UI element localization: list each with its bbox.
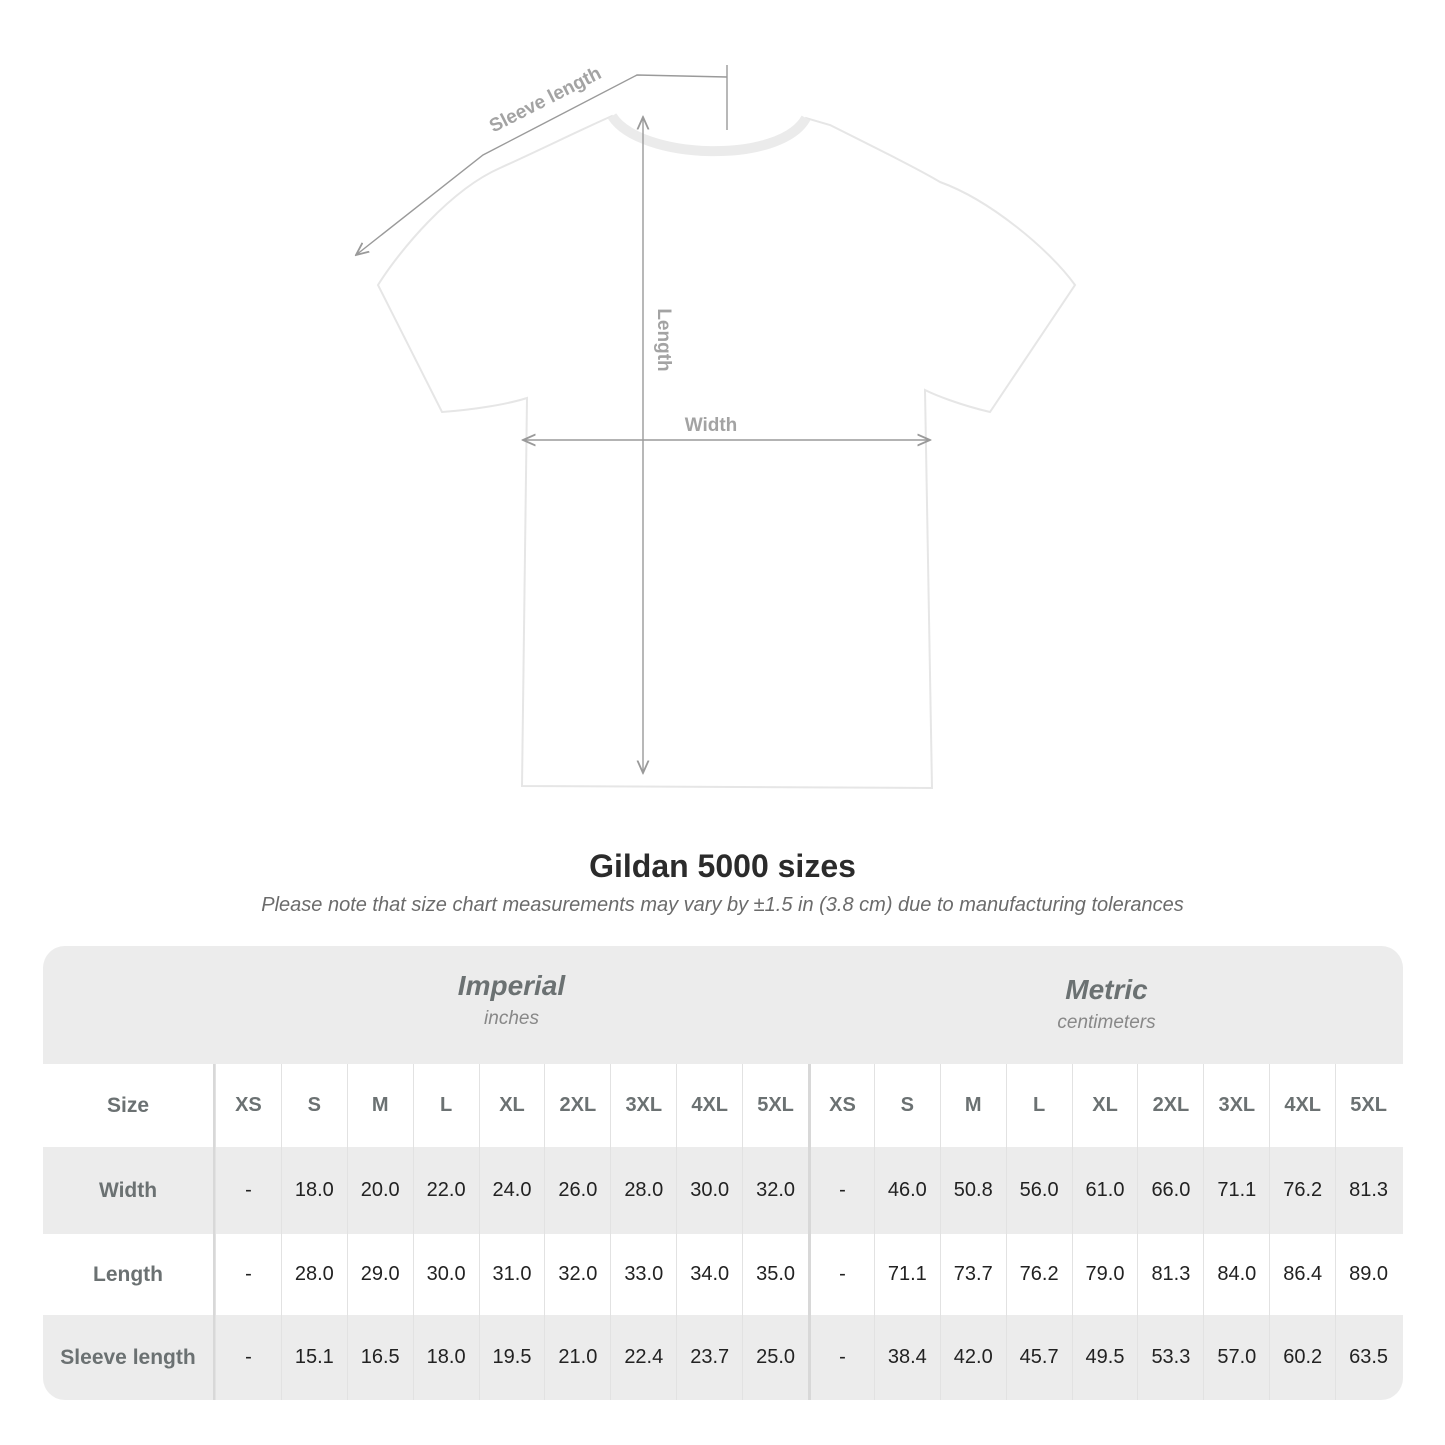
imperial-size-L: L [412,1064,479,1147]
tolerance-note: Please note that size chart measurements… [261,894,1184,916]
imperial-size-S: S [280,1064,347,1147]
imperial-size-XS: XS [215,1064,281,1147]
metric-value-cell: 73.7 [939,1234,1006,1315]
imperial-value-cell: 24.0 [478,1147,545,1234]
imperial-value-cell: 35.0 [742,1234,808,1315]
size-header-label: Size [43,1064,215,1147]
table-header-row: Size XS S M L XL 2XL 3XL 4XL 5XL XS S M L XL 2XL 3XL 4XL 5… [43,1064,1403,1147]
imperial-value-cell: - [215,1147,281,1234]
imperial-value-cell: 15.1 [280,1315,347,1400]
imperial-value-cell: 30.0 [412,1234,479,1315]
metric-value-cell: 61.0 [1071,1147,1138,1234]
imperial-value-cell: 30.0 [676,1147,742,1234]
metric-size-XL: XL [1071,1064,1138,1147]
metric-value-cell: 46.0 [873,1147,940,1234]
tshirt-diagram: Sleeve length Length Width [0,63,1077,790]
tshirt-shape [376,114,1077,790]
metric-size-4XL: 4XL [1269,1064,1335,1147]
imperial-value-cell: 31.0 [478,1234,545,1315]
metric-value-cell: 38.4 [873,1315,940,1400]
imperial-value-cell: 34.0 [676,1234,742,1315]
metric-unit: centimeters [1057,1012,1156,1033]
metric-value-cell: 84.0 [1203,1234,1269,1315]
metric-size-2XL: 2XL [1137,1064,1203,1147]
metric-value-cell: 45.7 [1005,1315,1072,1400]
metric-header: Metric centimeters [810,950,1403,1068]
table-row-width: Width -18.0 20.0 22.0 24.0 26.0 28.0 30.0 32.0-4… [43,1147,1403,1234]
imperial-size-M: M [346,1064,413,1147]
imperial-value-cell: 29.0 [346,1234,413,1315]
sleeve-measure-line [356,65,728,255]
imperial-size-XL: XL [478,1064,545,1147]
metric-title: Metric [1065,974,1148,1005]
imperial-value-cell: 32.0 [544,1234,610,1315]
imperial-value-cell: 18.0 [280,1147,347,1234]
imperial-value-cell: - [215,1315,281,1400]
row-label: Sleeve length [43,1315,215,1400]
metric-value-cell: 89.0 [1335,1234,1401,1315]
size-table: Imperial inches Metric centimeters Size X… [43,946,1403,1400]
imperial-value-cell: - [215,1234,281,1315]
imperial-title: Imperial [457,970,566,1001]
metric-value-cell: 81.3 [1137,1234,1203,1315]
imperial-value-cell: 20.0 [346,1147,413,1234]
imperial-value-cell: 22.4 [610,1315,676,1400]
metric-value-cell: 76.2 [1005,1234,1072,1315]
sleeve-length-label: Sleeve length [486,63,605,137]
metric-value-cell: 60.2 [1269,1315,1335,1400]
metric-value-cell: 56.0 [1005,1147,1072,1234]
imperial-value-cell: 21.0 [544,1315,610,1400]
metric-value-cell: - [808,1234,874,1315]
imperial-size-4XL: 4XL [676,1064,742,1147]
imperial-value-cell: 22.0 [412,1147,479,1234]
imperial-value-cell: 33.0 [610,1234,676,1315]
metric-size-5XL: 5XL [1335,1064,1401,1147]
imperial-value-cell: 23.7 [676,1315,742,1400]
metric-size-M: M [939,1064,1006,1147]
imperial-size-5XL: 5XL [742,1064,808,1147]
metric-value-cell: 71.1 [1203,1147,1269,1234]
metric-size-L: L [1005,1064,1072,1147]
metric-value-cell: 49.5 [1071,1315,1138,1400]
metric-value-cell: - [808,1315,874,1400]
imperial-value-cell: 28.0 [280,1234,347,1315]
metric-value-cell: - [808,1147,874,1234]
imperial-size-3XL: 3XL [610,1064,676,1147]
metric-value-cell: 63.5 [1335,1315,1401,1400]
imperial-size-2XL: 2XL [544,1064,610,1147]
metric-value-cell: 53.3 [1137,1315,1203,1400]
imperial-value-cell: 16.5 [346,1315,413,1400]
metric-value-cell: 86.4 [1269,1234,1335,1315]
row-label: Length [43,1234,215,1315]
width-label: Width [685,415,738,436]
imperial-value-cell: 28.0 [610,1147,676,1234]
imperial-value-cell: 19.5 [478,1315,545,1400]
metric-value-cell: 57.0 [1203,1315,1269,1400]
metric-value-cell: 81.3 [1335,1147,1401,1234]
imperial-unit: inches [484,1008,539,1029]
imperial-value-cell: 32.0 [742,1147,808,1234]
imperial-value-cell: 18.0 [412,1315,479,1400]
size-grid: Size XS S M L XL 2XL 3XL 4XL 5XL XS S M L XL 2XL 3XL 4XL 5… [43,1064,1403,1400]
chart-title: Gildan 5000 sizes [589,848,856,884]
metric-value-cell: 71.1 [873,1234,940,1315]
imperial-header: Imperial inches [215,946,808,1064]
metric-size-S: S [873,1064,940,1147]
metric-size-XS: XS [808,1064,874,1147]
metric-value-cell: 79.0 [1071,1234,1138,1315]
table-row-sleeve-length: Sleeve length -15.1 16.5 18.0 19.5 21.0 22.4 23… [43,1315,1403,1400]
metric-value-cell: 76.2 [1269,1147,1335,1234]
metric-size-3XL: 3XL [1203,1064,1269,1147]
row-label: Width [43,1147,215,1234]
imperial-value-cell: 26.0 [544,1147,610,1234]
metric-value-cell: 42.0 [939,1315,1006,1400]
metric-value-cell: 66.0 [1137,1147,1203,1234]
table-row-length: Length -28.0 29.0 30.0 31.0 32.0 33.0 34.0 35.0-… [43,1234,1403,1315]
imperial-value-cell: 25.0 [742,1315,808,1400]
metric-value-cell: 50.8 [939,1147,1006,1234]
length-label: Length [653,308,674,371]
